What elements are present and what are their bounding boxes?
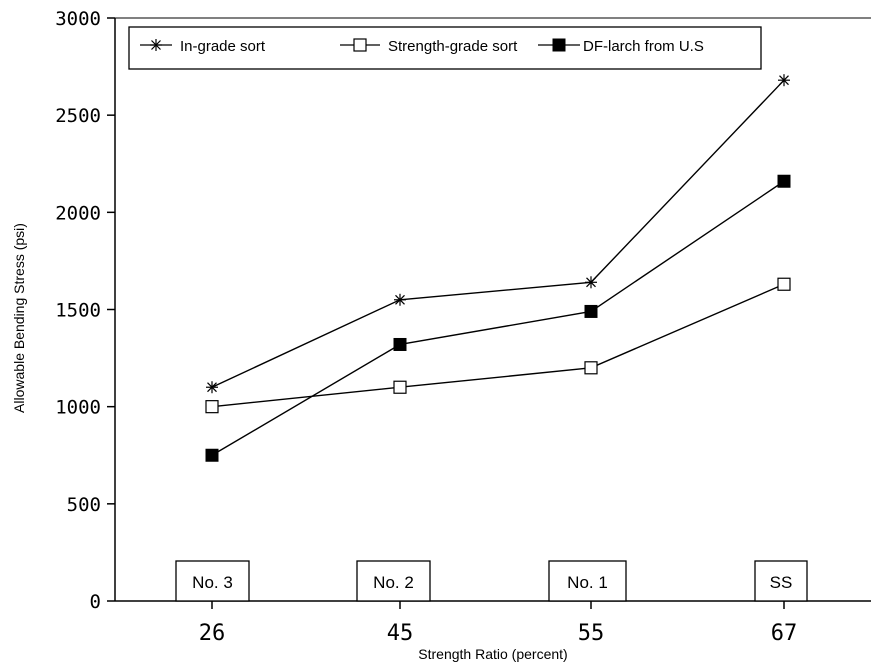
data-point-open-square: [353, 38, 367, 52]
grade-label-box: SS: [754, 560, 808, 602]
data-point-open-square: [393, 380, 407, 394]
y-ticks: 0 500 1000 1500 2000 2500 3000: [55, 8, 115, 613]
x-axis-label: Strength Ratio (percent): [418, 646, 567, 662]
y-tick-label: 2500: [55, 105, 101, 127]
data-point-open-square: [777, 277, 791, 291]
x-tick-label: 45: [387, 621, 414, 646]
data-point-filled-square: [777, 174, 791, 188]
y-tick-label: 2000: [55, 202, 101, 224]
grade-box: [548, 560, 627, 602]
legend-item: Strength-grade sort: [340, 38, 518, 55]
series-line: [211, 180, 785, 456]
grade-labels: No. 3 No. 2 No. 1 SS: [175, 560, 808, 602]
data-point-filled-square: [584, 304, 598, 318]
x-tick-label: 55: [578, 621, 605, 646]
legend: In-grade sort Strength-grade sort DF-larch…: [128, 26, 762, 70]
data-point-open-square: [584, 361, 598, 375]
legend-box: [128, 26, 762, 70]
grade-label: No. 3: [192, 573, 233, 592]
x-tick-label: 26: [199, 621, 226, 646]
series: [206, 74, 790, 394]
y-tick-label: 1000: [55, 397, 101, 419]
x-ticks: 26 45 55 67: [199, 601, 798, 646]
grade-box: [754, 560, 808, 602]
legend-label: DF-larch from U.S: [583, 38, 704, 55]
grade-box: [175, 560, 250, 602]
data-point-filled-square: [393, 337, 407, 351]
legend-item: In-grade sort: [140, 38, 266, 55]
y-tick-label: 3000: [55, 8, 101, 30]
data-point-asterisk: [150, 39, 162, 51]
axes: [114, 17, 871, 602]
grade-label: No. 1: [567, 573, 608, 592]
series: [205, 277, 791, 414]
y-tick-label: 1500: [55, 300, 101, 322]
grade-label-box: No. 2: [356, 560, 431, 602]
grade-label: SS: [770, 573, 793, 592]
data-point-asterisk: [206, 381, 218, 394]
y-tick-label: 500: [67, 494, 101, 516]
data-point-filled-square: [205, 448, 219, 462]
data-point-asterisk: [778, 74, 790, 87]
y-tick-label: 0: [90, 591, 101, 613]
grade-label-box: No. 1: [548, 560, 627, 602]
x-tick-label: 67: [771, 621, 798, 646]
series-line: [211, 79, 785, 388]
series-line: [211, 283, 785, 408]
y-axis-label: Allowable Bending Stress (psi): [11, 223, 27, 413]
grade-label-box: No. 3: [175, 560, 250, 602]
legend-label: In-grade sort: [180, 38, 266, 55]
series-group: [205, 74, 791, 462]
series: [205, 174, 791, 462]
legend-label: Strength-grade sort: [388, 38, 518, 55]
data-point-asterisk: [585, 276, 597, 289]
data-point-filled-square: [552, 38, 566, 52]
grade-label: No. 2: [373, 573, 414, 592]
data-point-open-square: [205, 400, 219, 414]
legend-item: DF-larch from U.S: [538, 38, 704, 55]
data-point-asterisk: [394, 293, 406, 306]
grade-box: [356, 560, 431, 602]
